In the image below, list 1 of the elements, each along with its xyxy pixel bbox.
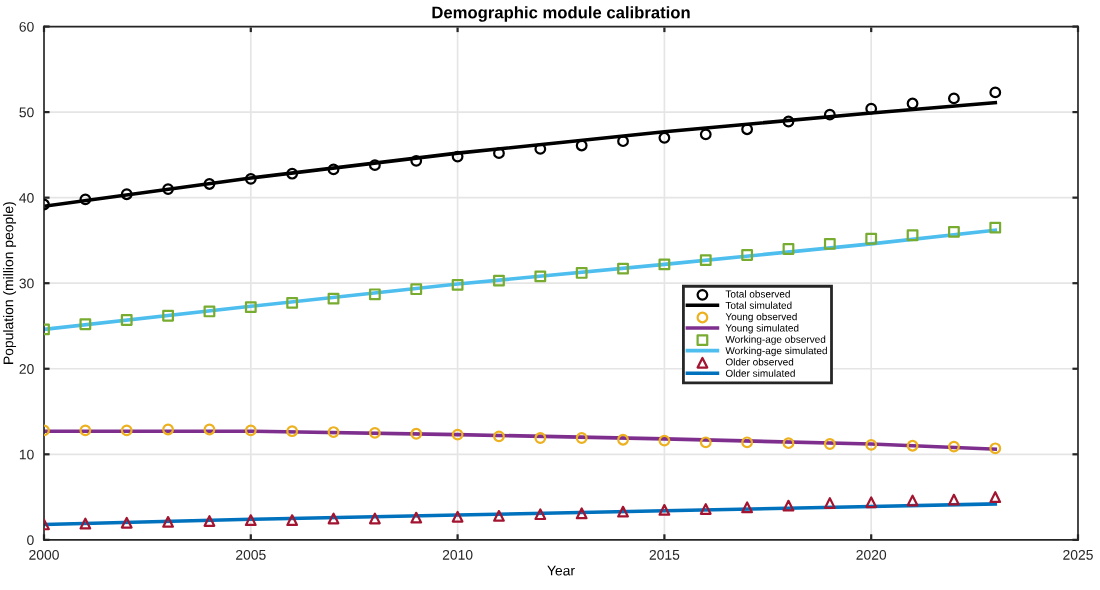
chart-title: Demographic module calibration [432,6,690,22]
